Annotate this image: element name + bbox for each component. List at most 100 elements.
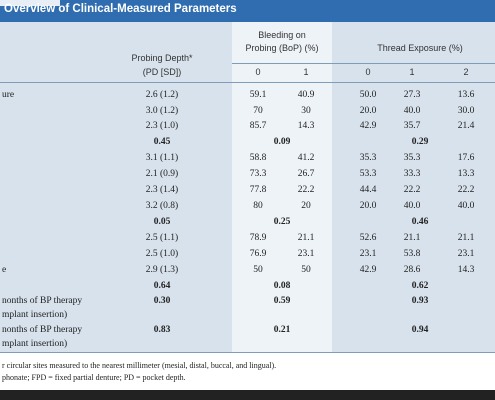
band-left: [0, 22, 232, 352]
cell: 35.3: [359, 153, 377, 163]
cell: 2.6 (1.2): [145, 90, 179, 100]
cell: 2.1 (0.9): [145, 169, 179, 179]
logo-strip: [0, 0, 60, 6]
cell: 42.9: [359, 265, 377, 275]
row-label: nonths of BP therapy: [2, 296, 83, 306]
sub-header: 2: [463, 67, 469, 77]
cell: 2.3 (1.0): [145, 121, 179, 131]
column-header: Bleeding on: [258, 30, 306, 40]
cell: 13.6: [457, 90, 475, 100]
p-value: 0.93: [411, 296, 429, 306]
cell: 77.8: [249, 185, 267, 195]
column-header: Probing Depth*: [131, 53, 193, 63]
p-value: 0.64: [153, 281, 171, 291]
header-rule: [0, 82, 495, 83]
cell: 22.2: [297, 185, 315, 195]
cell: 13.3: [457, 169, 475, 179]
cell: 20.0: [359, 106, 377, 116]
cell: 40.0: [457, 201, 475, 211]
cell: 40.9: [297, 90, 315, 100]
cell: 58.8: [249, 153, 267, 163]
title-bar: [0, 0, 495, 22]
cell: 76.9: [249, 249, 267, 259]
cell: 14.3: [457, 265, 475, 275]
sub-header: 0: [255, 67, 261, 77]
row-label: e: [2, 265, 7, 275]
band-right: [332, 22, 495, 352]
p-value: 0.25: [273, 217, 291, 227]
cell: 73.3: [249, 169, 267, 179]
p-value: 0.05: [153, 217, 171, 227]
cell: 44.4: [359, 185, 377, 195]
sub-header: 0: [365, 67, 371, 77]
cell: 41.2: [297, 153, 315, 163]
p-value: 0.08: [273, 281, 291, 291]
cell: 2.5 (1.1): [145, 233, 179, 243]
cell: 2.5 (1.0): [145, 249, 179, 259]
bottom-rule: [0, 352, 495, 353]
cell: 17.6: [457, 153, 475, 163]
sub-header: 1: [303, 67, 309, 77]
table-title: Overview of Clinical-Measured Parameters: [4, 3, 237, 15]
cell: 22.2: [457, 185, 475, 195]
cell: 21.1: [297, 233, 315, 243]
p-value: 0.21: [273, 325, 291, 335]
p-value: 0.09: [273, 137, 291, 147]
p-value: 0.45: [153, 137, 171, 147]
cell: 52.6: [359, 233, 377, 243]
row-label: mplant insertion): [2, 310, 68, 320]
cell: 35.7: [403, 121, 421, 131]
cell: 80: [253, 201, 263, 211]
cell: 21.1: [403, 233, 421, 243]
row-label: mplant insertion): [2, 339, 68, 349]
cell: 35.3: [403, 153, 421, 163]
cell: 53.3: [359, 169, 377, 179]
p-value: 0.62: [411, 281, 429, 291]
cell: 22.2: [403, 185, 421, 195]
cell: 50: [253, 265, 263, 275]
cell: 20: [301, 201, 311, 211]
cell: 50: [301, 265, 311, 275]
footnote: r circular sites measured to the nearest…: [2, 361, 277, 370]
row-label: ure: [2, 90, 15, 100]
cell: 27.3: [403, 90, 421, 100]
cell: 85.7: [249, 121, 267, 131]
row-label: nonths of BP therapy: [2, 325, 83, 335]
sub-header: 1: [409, 67, 415, 77]
cell: 40.0: [403, 106, 421, 116]
p-value: 0.46: [411, 217, 429, 227]
cell: 3.2 (0.8): [145, 201, 179, 211]
sub-rule: [332, 63, 495, 64]
cell: 14.3: [297, 121, 315, 131]
cell: 20.0: [359, 201, 377, 211]
p-value: 0.94: [411, 325, 429, 335]
cell: 30.0: [457, 106, 475, 116]
cell: 21.4: [457, 121, 475, 131]
p-value: 0.59: [273, 296, 291, 306]
footnote: phonate; FPD = fixed partial denture; PD…: [2, 373, 186, 382]
cell: 26.7: [297, 169, 315, 179]
p-value: 0.30: [153, 296, 171, 306]
cell: 50.0: [359, 90, 377, 100]
cell: 40.0: [403, 201, 421, 211]
sub-rule: [232, 63, 332, 64]
cell: 30: [301, 106, 311, 116]
cell: 28.6: [403, 265, 421, 275]
cell: 33.3: [403, 169, 421, 179]
cell: 53.8: [403, 249, 421, 259]
column-header: Thread Exposure (%): [377, 43, 463, 53]
cell: 78.9: [249, 233, 267, 243]
bottom-strip: [0, 390, 495, 400]
cell: 2.9 (1.3): [145, 265, 179, 275]
p-value: 0.29: [411, 137, 429, 147]
column-header: Probing (BoP) (%): [245, 43, 319, 53]
cell: 42.9: [359, 121, 377, 131]
cell: 70: [253, 106, 263, 116]
band-mid: [232, 22, 332, 352]
cell: 2.3 (1.4): [145, 185, 179, 195]
cell: 3.0 (1.2): [145, 106, 179, 116]
p-value: 0.83: [153, 325, 171, 335]
cell: 3.1 (1.1): [145, 153, 179, 163]
cell: 59.1: [249, 90, 267, 100]
